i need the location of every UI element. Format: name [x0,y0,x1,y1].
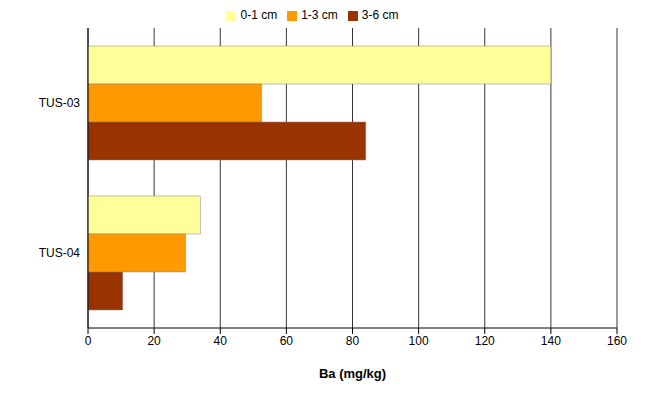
svg-text:TUS-04: TUS-04 [39,246,81,260]
html-text:0-1 cm: 0-1 cm [240,8,278,22]
svg-text:160: 160 [607,334,627,348]
svg-text:60: 60 [280,334,294,348]
svg-text:100: 100 [409,334,429,348]
svg-text:140: 140 [541,334,561,348]
svg-text:120: 120 [475,334,495,348]
html-text:1-3 cm: 1-3 cm [301,8,338,22]
svg-text:TUS-03: TUS-03 [39,96,81,110]
svg-text:0: 0 [85,334,92,348]
svg-text:Ba (mg/kg): Ba (mg/kg) [319,366,386,381]
svg-text:40: 40 [214,334,228,348]
svg-text:20: 20 [147,334,161,348]
html-text:3-6 cm: 3-6 cm [361,8,399,22]
svg-text:80: 80 [346,334,360,348]
